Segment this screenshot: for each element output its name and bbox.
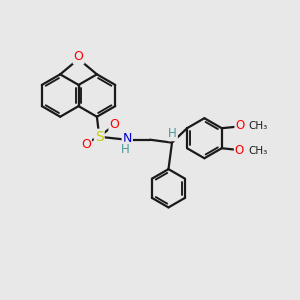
Text: N: N: [123, 132, 132, 145]
Text: S: S: [95, 130, 103, 144]
Text: CH₃: CH₃: [249, 121, 268, 130]
Text: O: O: [109, 118, 119, 130]
Text: O: O: [81, 138, 91, 151]
Text: H: H: [168, 127, 177, 140]
Text: CH₃: CH₃: [248, 146, 268, 156]
Text: H: H: [121, 142, 129, 156]
Text: O: O: [74, 50, 83, 64]
Text: O: O: [236, 119, 244, 132]
Text: O: O: [235, 144, 244, 158]
